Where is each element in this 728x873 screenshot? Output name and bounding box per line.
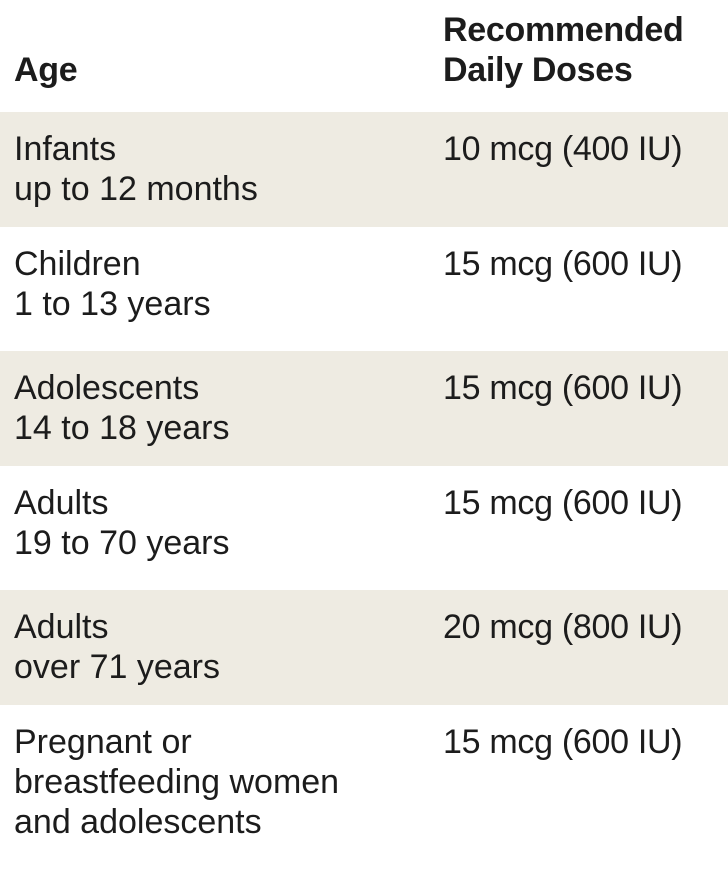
dose-value: 15 mcg (600 IU) — [443, 245, 683, 283]
age-range-label: 1 to 13 years — [14, 285, 211, 323]
age-group-label: Children — [14, 245, 141, 283]
header-age-label: Age — [14, 51, 78, 89]
age-group-label: Adults — [14, 608, 109, 646]
age-group-label: Infants — [14, 130, 117, 168]
table-header: Age Recommended Daily Doses — [0, 0, 728, 112]
header-age-cell: Age — [0, 0, 428, 112]
header-dose-label-line1: Recommended — [443, 11, 684, 49]
age-group-label-line3: and adolescents — [14, 803, 262, 841]
dose-value: 20 mcg (800 IU) — [443, 608, 683, 646]
age-range-label: 19 to 70 years — [14, 524, 230, 562]
dose-cell: 15 mcg (600 IU) — [428, 368, 728, 466]
header-dose-label-line2: Daily Doses — [443, 51, 633, 89]
age-cell: Adults 19 to 70 years — [0, 483, 428, 590]
table-row: Adults over 71 years 20 mcg (800 IU) — [0, 590, 728, 705]
age-group-label: Adolescents — [14, 369, 200, 407]
table-row: Pregnant or breastfeeding women and adol… — [0, 705, 728, 873]
age-range-label: 14 to 18 years — [14, 409, 230, 447]
age-group-label: Adults — [14, 484, 109, 522]
dose-value: 10 mcg (400 IU) — [443, 130, 683, 168]
table-row: Children 1 to 13 years 15 mcg (600 IU) — [0, 227, 728, 351]
age-cell: Adults over 71 years — [0, 607, 428, 705]
age-cell: Infants up to 12 months — [0, 129, 428, 227]
age-cell: Adolescents 14 to 18 years — [0, 368, 428, 466]
dose-value: 15 mcg (600 IU) — [443, 723, 683, 761]
table-row: Adults 19 to 70 years 15 mcg (600 IU) — [0, 466, 728, 590]
dose-value: 15 mcg (600 IU) — [443, 369, 683, 407]
dose-cell: 10 mcg (400 IU) — [428, 129, 728, 227]
header-dose-cell: Recommended Daily Doses — [428, 0, 728, 112]
age-cell: Pregnant or breastfeeding women and adol… — [0, 722, 428, 873]
dose-cell: 15 mcg (600 IU) — [428, 244, 728, 351]
dose-cell: 15 mcg (600 IU) — [428, 483, 728, 590]
dose-value: 15 mcg (600 IU) — [443, 484, 683, 522]
age-cell: Children 1 to 13 years — [0, 244, 428, 351]
age-range-label: over 71 years — [14, 648, 220, 686]
table-row: Adolescents 14 to 18 years 15 mcg (600 I… — [0, 351, 728, 466]
age-group-label: Pregnant or — [14, 723, 192, 761]
age-range-label: up to 12 months — [14, 170, 258, 208]
table-row: Infants up to 12 months 10 mcg (400 IU) — [0, 112, 728, 227]
age-group-label-line2: breastfeeding women — [14, 763, 340, 801]
dose-cell: 20 mcg (800 IU) — [428, 607, 728, 705]
dose-cell: 15 mcg (600 IU) — [428, 722, 728, 873]
